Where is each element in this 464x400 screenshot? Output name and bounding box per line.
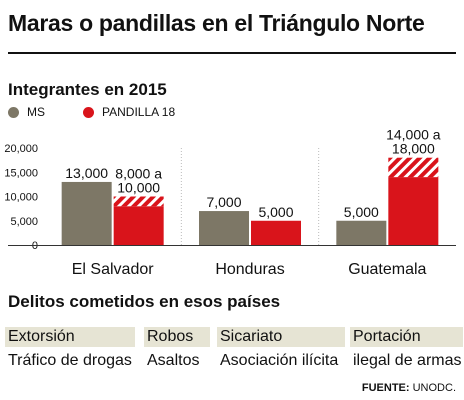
data-label-ms: 5,000: [344, 204, 379, 220]
chart-legend: MS PANDILLA 18: [8, 105, 175, 119]
y-tick-label: 15,000: [4, 167, 38, 179]
legend-swatch-p18: [83, 106, 94, 118]
bar-ms: [336, 220, 387, 245]
crime-item: Tráfico de drogas: [8, 352, 132, 369]
source-value: UNODC.: [412, 382, 456, 394]
crime-item: Asociación ilícita: [220, 352, 339, 369]
legend-swatch-ms: [8, 106, 19, 118]
bar-p18: [251, 220, 301, 245]
data-label-p18: 14,000 a 18,000: [386, 127, 441, 157]
bar-p18: [113, 206, 164, 245]
page-title: Maras o pandillas en el Triángulo Norte: [8, 10, 425, 36]
bar-p18-range: [113, 196, 164, 207]
crimes-title: Delitos cometidos en esos países: [8, 292, 281, 311]
bar-ms: [199, 211, 249, 245]
crimes-table: Extorsión Tráfico de drogas Robos Asalto…: [5, 327, 463, 375]
bar-p18-range: [388, 157, 439, 178]
legend-item-p18: PANDILLA 18: [83, 105, 175, 119]
crime-item: Sicariato: [217, 327, 345, 347]
crime-item: Robos: [144, 327, 210, 347]
crime-item: Portación: [350, 327, 463, 347]
source-label: FUENTE:: [361, 382, 410, 394]
chart-subtitle: Integrantes en 2015: [8, 80, 167, 99]
category-label: El Salvador: [72, 261, 154, 278]
crime-column-1: Extorsión Tráfico de drogas: [5, 327, 135, 371]
category-label: Honduras: [215, 261, 284, 278]
bar-ms: [61, 181, 112, 245]
legend-label-p18: PANDILLA 18: [102, 105, 176, 119]
y-tick-label: 10,000: [4, 192, 38, 204]
crime-column-3: Sicariato Asociación ilícita: [217, 327, 345, 371]
source-note: FUENTE: UNODC.: [362, 382, 456, 394]
crime-column-4: Portación ilegal de armas: [350, 327, 463, 371]
legend-label-ms: MS: [27, 105, 45, 119]
y-tick-label: 20,000: [4, 143, 38, 155]
data-label-ms: 7,000: [206, 194, 241, 210]
title-divider: [8, 52, 456, 54]
data-label-p18: 8,000 a 10,000: [115, 166, 162, 196]
crime-column-2: Robos Asaltos: [144, 327, 210, 371]
data-label-ms: 13,000: [65, 165, 108, 181]
y-tick-label: 5,000: [10, 216, 38, 228]
category-label: Guatemala: [348, 261, 426, 278]
crime-item: Asaltos: [147, 352, 200, 369]
crime-item: ilegal de armas: [353, 352, 462, 369]
bar-p18: [388, 177, 439, 245]
data-label-p18: 5,000: [258, 204, 293, 220]
legend-item-ms: MS: [8, 105, 45, 119]
crime-item: Extorsión: [5, 327, 135, 347]
